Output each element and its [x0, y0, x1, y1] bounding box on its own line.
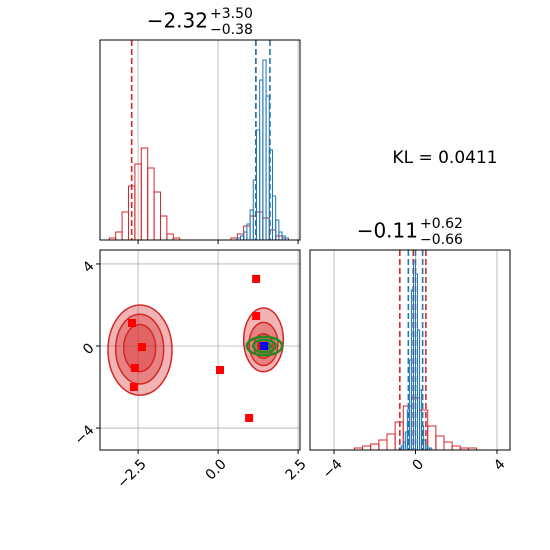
contour	[245, 335, 284, 357]
histogram-step	[172, 237, 181, 240]
marker	[252, 312, 261, 321]
histogram-step	[443, 441, 453, 450]
panel-title: −2.32	[147, 9, 208, 33]
histogram-step	[362, 445, 372, 450]
x-tick-label: −4	[320, 456, 346, 482]
histogram-step	[419, 389, 423, 450]
title-lower: −0.66	[420, 232, 463, 248]
y-tick-label: −4	[72, 422, 98, 448]
histogram-step	[386, 433, 396, 450]
histogram-step	[284, 237, 289, 240]
y-tick-label: 0	[80, 340, 98, 358]
histogram-step	[159, 215, 168, 240]
histogram-step	[378, 439, 388, 450]
marker	[137, 343, 146, 352]
marker	[245, 414, 254, 422]
histogram-step	[435, 435, 445, 450]
histogram-step	[451, 445, 461, 450]
histogram-step	[271, 195, 277, 240]
axes-frame	[99, 249, 301, 451]
axes-frame	[309, 249, 511, 451]
title-lower: −0.38	[210, 22, 253, 38]
histogram-step	[166, 233, 174, 240]
histogram-step	[140, 147, 149, 240]
histogram-step	[147, 167, 155, 240]
marker	[128, 319, 136, 328]
marker	[252, 274, 261, 283]
marker	[129, 383, 138, 392]
histogram-step	[121, 211, 129, 240]
marker	[260, 342, 269, 350]
histogram-step	[115, 231, 123, 240]
histogram-step	[370, 443, 380, 450]
kl-text: KL = 0.0411	[392, 148, 497, 168]
marker	[216, 366, 224, 374]
panel-title: −0.11	[357, 219, 418, 243]
histogram-step	[275, 219, 280, 240]
x-tick-label: 0	[410, 456, 428, 474]
contour	[252, 338, 277, 354]
y-tick-label: 4	[80, 258, 98, 276]
x-tick-label: −2.5	[114, 456, 149, 491]
histogram-step	[423, 439, 427, 450]
title-upper: +3.50	[210, 6, 253, 22]
x-tick-label: 2.5	[283, 456, 310, 483]
histogram-step	[153, 191, 161, 240]
x-tick-label: 0.0	[203, 456, 230, 483]
histogram-step	[429, 447, 433, 450]
histogram-step	[427, 425, 437, 450]
histogram-step	[467, 447, 478, 450]
x-tick-label: 4	[491, 456, 509, 474]
title-upper: +0.62	[420, 216, 463, 232]
marker	[130, 363, 139, 372]
axes-frame	[99, 39, 301, 241]
